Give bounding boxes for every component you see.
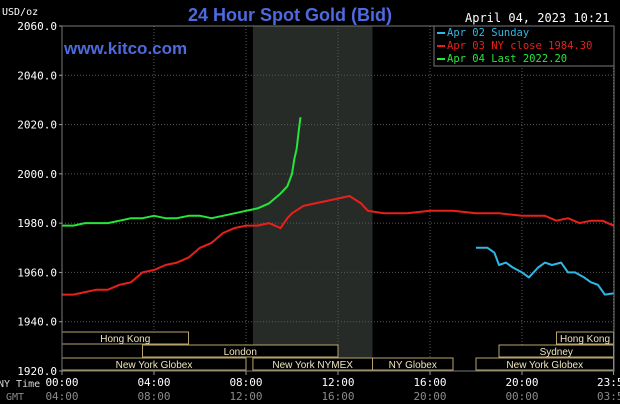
x-tick-label-ny: 20:00 — [505, 376, 538, 389]
x-tick-label-ny: 04:00 — [137, 376, 170, 389]
x-tick-label-ny: 23:59 — [597, 376, 620, 389]
session-bar — [372, 357, 454, 371]
x-tick-label-ny: 16:00 — [413, 376, 446, 389]
market-sessions: Hong Kong London New York Globex New York N… — [61, 331, 615, 371]
x-tick-label-ny: 12:00 — [321, 376, 354, 389]
session-bar — [142, 344, 339, 358]
legend-entry: Apr 02 Sunday — [447, 27, 529, 39]
series-line — [62, 195, 614, 296]
y-axis-unit: USD/oz — [2, 7, 38, 18]
x-tick-label-gmt: 03:59 — [597, 390, 620, 403]
y-tick-label: 2040.0 — [17, 69, 57, 82]
session-label: Hong Kong — [100, 334, 150, 345]
session-label: Hong Kong — [560, 334, 610, 345]
x-tick-label-ny: 00:00 — [45, 376, 78, 389]
series-line — [476, 246, 614, 296]
legend-entry: Apr 03 NY close 1984.30 — [447, 40, 592, 52]
session-label: NY Globex — [389, 360, 437, 371]
ny-time-label: NY Time — [0, 379, 40, 390]
y-tick-label: 2020.0 — [17, 119, 57, 132]
x-tick-label-gmt: 04:00 — [45, 390, 78, 403]
y-tick-label: 1920.0 — [17, 365, 57, 378]
timestamp: April 04, 2023 10:21 — [465, 11, 610, 25]
session-label: Sydney — [540, 347, 573, 358]
y-tick-label: 2000.0 — [17, 168, 57, 181]
x-tick-label-gmt: 12:00 — [229, 390, 262, 403]
session-label: London — [224, 347, 257, 358]
y-tick-label: 1980.0 — [17, 217, 57, 230]
x-tick-label-gmt: 20:00 — [413, 390, 446, 403]
source-label: www.kitco.com — [63, 39, 187, 58]
session-label: New York NYMEX — [272, 360, 353, 371]
x-tick-label-gmt: 00:00 — [505, 390, 538, 403]
x-tick-label-gmt: 16:00 — [321, 390, 354, 403]
gmt-label: GMT — [6, 392, 24, 403]
legend-entry: Apr 04 Last 2022.20 — [447, 53, 567, 65]
series-line — [62, 117, 302, 227]
axes: 2060.0 2040.0 2020.0 2000.0 1980.0 1960.0 1940… — [17, 20, 620, 403]
x-tick-label-gmt: 08:00 — [137, 390, 170, 403]
y-tick-label: 2060.0 — [17, 20, 57, 33]
series-lines — [62, 117, 614, 296]
session-label: New York Globex — [506, 360, 583, 371]
chart-title: 24 Hour Spot Gold (Bid) — [188, 5, 392, 25]
y-tick-label: 1940.0 — [17, 316, 57, 329]
y-tick-label: 1960.0 — [17, 266, 57, 279]
session-label: New York Globex — [116, 360, 193, 371]
x-tick-label-ny: 08:00 — [229, 376, 262, 389]
legend-box — [433, 25, 615, 67]
